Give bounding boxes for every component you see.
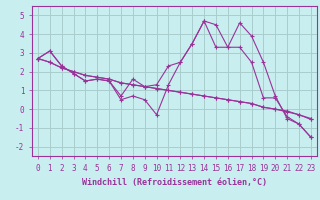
X-axis label: Windchill (Refroidissement éolien,°C): Windchill (Refroidissement éolien,°C) (82, 178, 267, 187)
